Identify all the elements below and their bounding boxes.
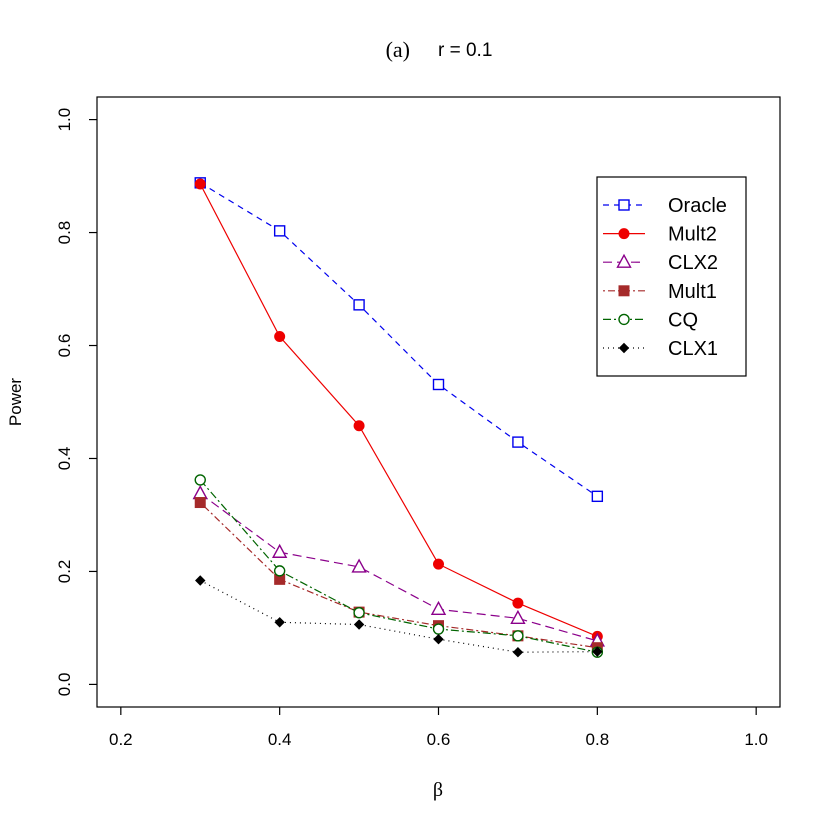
data-point-mult2 xyxy=(194,178,206,190)
data-point-clx2 xyxy=(351,558,367,573)
series-line-oracle xyxy=(199,182,598,497)
y-tick-label: 1.0 xyxy=(55,108,74,132)
legend-marker-clx2 xyxy=(616,253,632,268)
series-line-cq xyxy=(199,479,598,653)
data-point-cq xyxy=(194,474,206,486)
y-axis-label: Power xyxy=(6,378,25,427)
data-point-oracle xyxy=(353,299,365,311)
y-axis: 0.0 0.2 0.4 0.6 0.8 1.0 xyxy=(55,108,97,696)
x-tick-label: 0.2 xyxy=(109,730,133,749)
legend-marker-cq xyxy=(618,313,630,326)
y-tick-label: 0.8 xyxy=(55,221,74,245)
data-point-mult1 xyxy=(194,497,206,509)
x-axis-label: β xyxy=(433,779,443,801)
data-point-clx1 xyxy=(592,646,603,657)
series-oracle xyxy=(194,177,604,503)
x-axis: 0.2 0.4 0.6 0.8 1.0 xyxy=(109,707,768,749)
legend-label-oracle: Oracle xyxy=(668,195,727,217)
data-point-oracle xyxy=(432,378,445,391)
data-point-clx2 xyxy=(430,600,447,615)
legend-label-mult2: Mult2 xyxy=(668,224,717,246)
series-layer xyxy=(192,177,606,658)
legend-marker-mult2 xyxy=(618,228,630,240)
data-point-cq xyxy=(512,630,524,642)
data-point-mult2 xyxy=(433,558,444,570)
data-point-oracle xyxy=(273,225,286,237)
chart-title-parameter: r = 0.1 xyxy=(438,40,492,61)
data-point-clx2 xyxy=(510,609,526,625)
y-tick-label: 0.2 xyxy=(55,560,74,584)
data-point-cq xyxy=(353,606,365,619)
data-point-clx1 xyxy=(274,617,285,628)
data-point-mult2 xyxy=(512,597,524,609)
series-line-mult2 xyxy=(199,183,598,637)
data-point-mult2 xyxy=(274,330,286,342)
x-tick-label: 1.0 xyxy=(744,730,768,749)
data-point-clx1 xyxy=(353,619,365,630)
legend-marker-oracle xyxy=(618,199,630,211)
data-point-clx2 xyxy=(271,543,288,558)
legend-label-clx2: CLX2 xyxy=(668,252,718,274)
y-tick-label: 0.6 xyxy=(55,334,74,358)
series-line-mult1 xyxy=(199,502,598,649)
y-tick-label: 0.0 xyxy=(55,673,74,697)
y-tick-label: 0.4 xyxy=(55,447,74,471)
data-point-cq xyxy=(273,565,286,577)
x-tick-label: 0.8 xyxy=(586,730,610,749)
data-point-oracle xyxy=(591,490,604,503)
data-point-oracle xyxy=(512,436,524,448)
legend: Oracle Mult2 CLX2 Mult1 CQ CLX1 xyxy=(596,176,747,377)
x-tick-label: 0.6 xyxy=(427,730,451,749)
legend-marker-mult1 xyxy=(618,285,630,297)
data-point-clx1 xyxy=(512,647,524,658)
data-point-clx1 xyxy=(433,634,444,645)
series-clx1 xyxy=(195,575,603,658)
legend-marker-clx1 xyxy=(618,342,630,354)
chart-title-panel: (a) xyxy=(386,37,410,62)
data-point-clx1 xyxy=(195,575,206,586)
data-point-cq xyxy=(432,623,445,635)
legend-label-clx1: CLX1 xyxy=(668,338,718,360)
series-line-clx2 xyxy=(199,493,598,642)
x-tick-label: 0.4 xyxy=(268,730,292,749)
legend-label-mult1: Mult1 xyxy=(668,281,717,303)
series-cq xyxy=(194,474,604,658)
data-point-mult2 xyxy=(353,420,365,432)
legend-label-cq: CQ xyxy=(668,309,698,331)
